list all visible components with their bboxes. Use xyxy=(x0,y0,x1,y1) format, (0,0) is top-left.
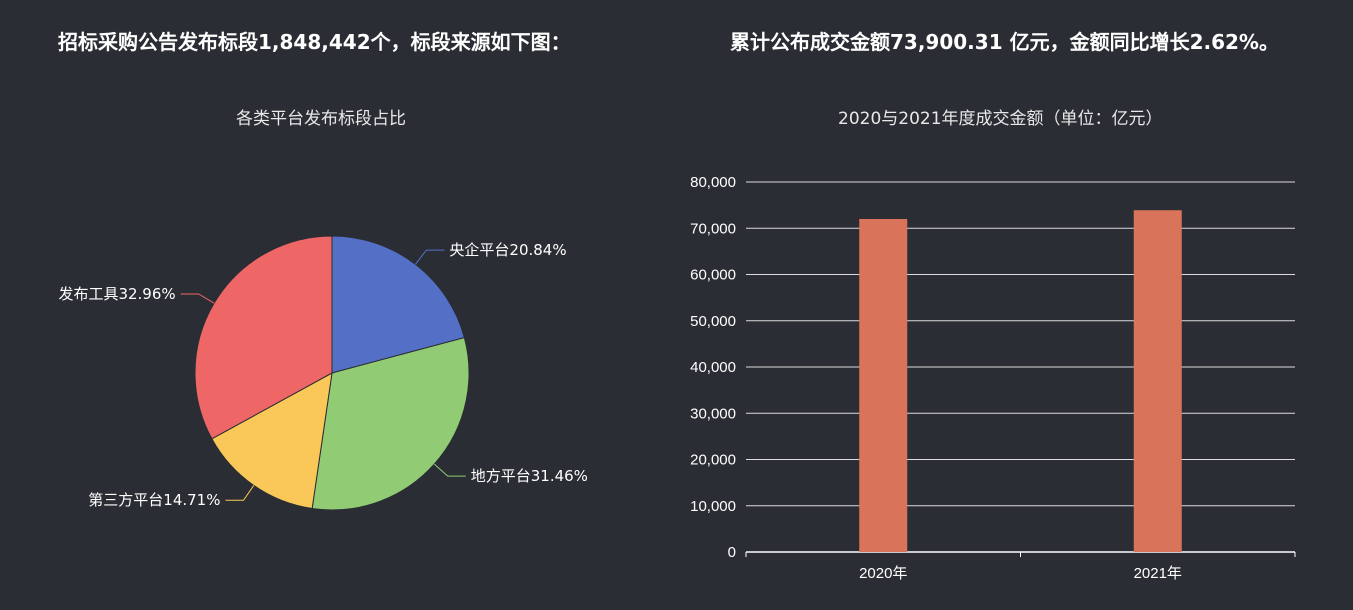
pie-leader-line-2 xyxy=(433,463,466,477)
y-tick-label: 20,000 xyxy=(690,452,736,469)
pie-chart-title: 各类平台发布标段占比 xyxy=(236,109,406,129)
x-tick-label: 2021年 xyxy=(1134,565,1182,582)
pie-label-1: 央企平台20.84% xyxy=(449,241,566,259)
x-tick-label: 2020年 xyxy=(859,565,907,582)
y-tick-label: 30,000 xyxy=(690,405,736,422)
pie-label-3: 第三方平台14.71% xyxy=(88,491,220,509)
pie-leader-line-3 xyxy=(225,485,255,501)
headline-transaction-amount: 累计公布成交金额73,900.31 亿元，金额同比增长2.62%。 xyxy=(730,30,1279,54)
pie-label-4: 发布工具32.96% xyxy=(58,285,175,303)
pie-leader-line-1 xyxy=(415,249,445,265)
pie-label-2: 地方平台31.46% xyxy=(471,467,588,485)
y-tick-label: 40,000 xyxy=(690,359,736,376)
y-tick-label: 50,000 xyxy=(690,313,736,330)
bar-chart-title: 2020与2021年度成交金额（单位：亿元） xyxy=(838,109,1163,129)
bar-2 xyxy=(1133,210,1182,552)
pie-leader-line-4 xyxy=(180,293,215,304)
headline-bid-sections: 招标采购公告发布标段1,848,442个，标段来源如下图： xyxy=(58,30,571,54)
y-tick-label: 70,000 xyxy=(690,220,736,237)
pie-slice-1 xyxy=(331,235,465,374)
y-tick-label: 60,000 xyxy=(690,267,736,284)
pie-slice-3 xyxy=(211,372,333,510)
pie-chart: 央企平台20.84% 地方平台31.46% 第三方平台14.71% 发布工具32.96… xyxy=(58,235,588,511)
y-tick-label: 80,000 xyxy=(690,174,736,191)
bar-1 xyxy=(859,219,908,552)
y-tick-label: 10,000 xyxy=(690,498,736,515)
y-tick-label: 0 xyxy=(728,544,736,561)
